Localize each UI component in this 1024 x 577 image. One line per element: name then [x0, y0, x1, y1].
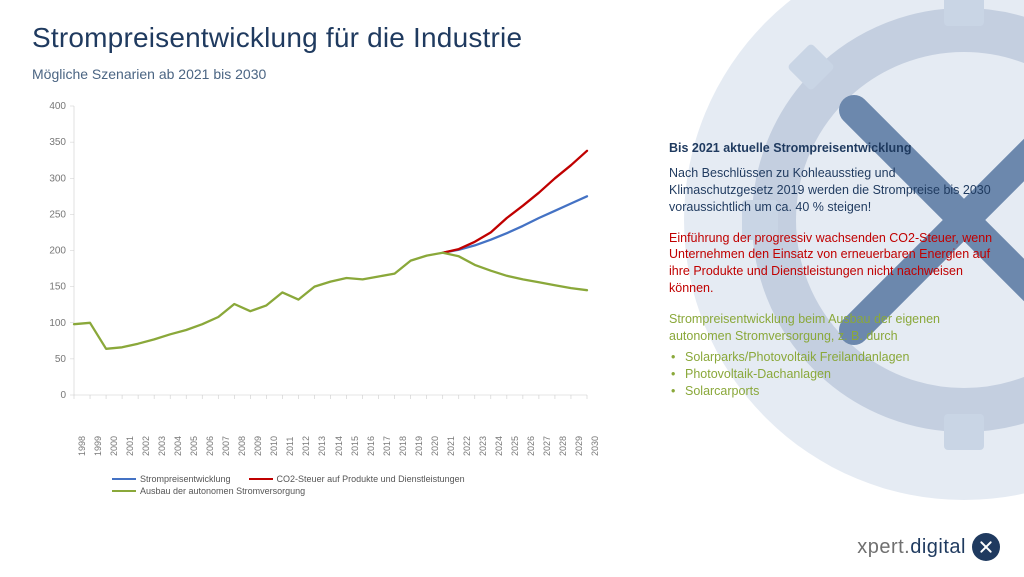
x-tick-label: 2027 [542, 436, 552, 456]
x-tick-label: 2005 [189, 436, 199, 456]
logo-text-right: digital [910, 536, 966, 558]
x-tick-label: 2008 [237, 436, 247, 456]
x-icon [978, 539, 994, 555]
x-tick-label: 2023 [478, 436, 488, 456]
x-tick-label: 2022 [462, 436, 472, 456]
x-axis-labels: 1998 1999 2000 2001 2002 2003 2004 2005 2006 2007… [32, 420, 592, 460]
x-tick-label: 2017 [382, 436, 392, 456]
svg-text:400: 400 [49, 101, 66, 112]
logo-badge [972, 533, 1000, 561]
x-tick-label: 2020 [430, 436, 440, 456]
x-tick-label: 2004 [173, 436, 183, 456]
chart-svg: 0 50 100 150 200 250 300 350 400 [32, 100, 592, 440]
svg-text:200: 200 [49, 246, 66, 257]
svg-text:0: 0 [60, 390, 66, 401]
x-tick-label: 2006 [205, 436, 215, 456]
svg-text:150: 150 [49, 282, 66, 293]
panel-heading: Bis 2021 aktuelle Strompreisentwicklung [669, 140, 994, 157]
x-tick-label: 2015 [350, 436, 360, 456]
legend-label: Strompreisentwicklung [140, 474, 231, 484]
scenario-green-list: Solarparks/Photovoltaik FreilandanlagenP… [669, 349, 994, 400]
scenario-green-item: Solarcarports [671, 383, 994, 400]
x-tick-label: 2007 [221, 436, 231, 456]
legend-swatch [112, 490, 136, 493]
x-tick-label: 2011 [285, 437, 295, 456]
svg-text:100: 100 [49, 318, 66, 329]
x-tick-label: 2030 [590, 436, 600, 456]
x-tick-label: 2012 [301, 436, 311, 456]
page-title: Strompreisentwicklung für die Industrie [32, 22, 522, 54]
svg-text:50: 50 [55, 354, 67, 365]
x-tick-label: 2002 [141, 436, 151, 456]
svg-text:300: 300 [49, 173, 66, 184]
x-tick-label: 2026 [526, 436, 536, 456]
legend-item: Strompreisentwicklung [112, 474, 231, 484]
legend-swatch [249, 478, 273, 481]
legend-label: CO2-Steuer auf Produkte und Dienstleistu… [277, 474, 465, 484]
svg-text:250: 250 [49, 209, 66, 220]
x-tick-label: 2029 [574, 436, 584, 456]
x-tick-label: 1999 [93, 436, 103, 456]
logo-text: xpert.digital [857, 536, 966, 559]
scenario-red: Einführung der progressiv wachsenden CO2… [669, 230, 994, 298]
x-tick-label: 2019 [414, 436, 424, 456]
legend-item: CO2-Steuer auf Produkte und Dienstleistu… [249, 474, 465, 484]
scenario-green-intro: Strompreisentwicklung beim Ausbau der ei… [669, 311, 994, 345]
svg-text:350: 350 [49, 137, 66, 148]
line-chart: 0 50 100 150 200 250 300 350 400 1998 1999 2000 200… [32, 100, 592, 490]
legend-item: Ausbau der autonomen Stromversorgung [112, 486, 305, 496]
scenario-text-panel: Bis 2021 aktuelle Strompreisentwicklung … [669, 140, 994, 399]
x-tick-label: 2024 [494, 436, 504, 456]
x-tick-label: 2014 [334, 436, 344, 456]
page-subtitle: Mögliche Szenarien ab 2021 bis 2030 [32, 66, 266, 82]
x-tick-label: 2018 [398, 436, 408, 456]
x-tick-label: 2010 [269, 436, 279, 456]
slide-root: Strompreisentwicklung für die Industrie … [0, 0, 1024, 577]
x-tick-label: 2001 [125, 436, 135, 456]
x-tick-label: 2003 [157, 436, 167, 456]
legend-label: Ausbau der autonomen Stromversorgung [140, 486, 305, 496]
scenario-green-item: Solarparks/Photovoltaik Freilandanlagen [671, 349, 994, 366]
chart-legend: Strompreisentwicklung CO2-Steuer auf Prod… [112, 474, 592, 498]
x-tick-label: 2009 [253, 436, 263, 456]
x-tick-label: 2028 [558, 436, 568, 456]
legend-swatch [112, 478, 136, 481]
brand-logo: xpert.digital [857, 533, 1000, 561]
x-tick-label: 2000 [109, 436, 119, 456]
x-tick-label: 2025 [510, 436, 520, 456]
x-tick-label: 2016 [366, 436, 376, 456]
x-tick-label: 1998 [77, 436, 87, 456]
scenario-blue: Nach Beschlüssen zu Kohleausstieg und Kl… [669, 165, 994, 216]
logo-text-left: xpert. [857, 536, 910, 558]
scenario-green-item: Photovoltaik-Dachanlagen [671, 366, 994, 383]
x-tick-label: 2021 [446, 436, 456, 456]
x-tick-label: 2013 [317, 436, 327, 456]
